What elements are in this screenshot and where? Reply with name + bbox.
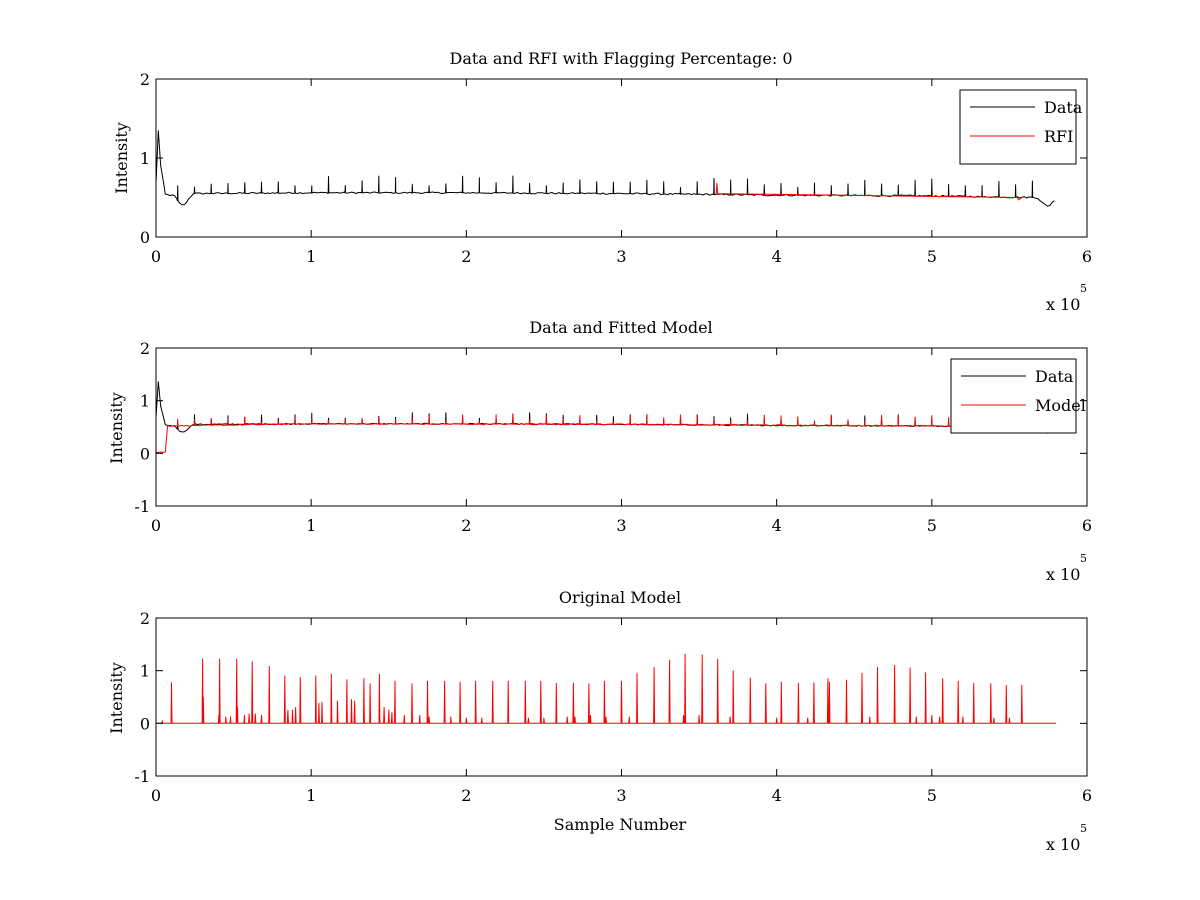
panel-1-xtick-label: 6 bbox=[1082, 247, 1092, 266]
panel-3-xtick-label: 2 bbox=[461, 786, 471, 805]
panel-3-ytick-label: 2 bbox=[140, 609, 150, 628]
panel-1-legend-box bbox=[959, 89, 1077, 165]
panel-2-ytick-label: 2 bbox=[140, 339, 150, 358]
panel-1-series-data bbox=[155, 130, 1055, 207]
panel-1-legend-label-data: Data bbox=[1044, 98, 1083, 117]
panel-2-xmultiplier: x 10 5 bbox=[1046, 552, 1087, 584]
panel-3-ytick-label: -1 bbox=[134, 767, 150, 786]
panel-1-xtick-label: 1 bbox=[306, 247, 316, 266]
panel-1-plot: 0 1 2 3 4 5 6 0 1 2 Data RFI bbox=[140, 70, 1092, 266]
panel-3-title: Original Model bbox=[559, 588, 681, 607]
panel-1-xtick-label: 4 bbox=[772, 247, 782, 266]
panel-2-legend-label-model: Model bbox=[1035, 396, 1086, 415]
panel-1-ytick-label: 0 bbox=[140, 228, 150, 247]
panel-3-xtick-label: 0 bbox=[151, 786, 161, 805]
panel-3-xtick-label: 5 bbox=[927, 786, 937, 805]
panel-3-ylabel: Intensity bbox=[107, 662, 126, 734]
panel-1-ytick-label: 1 bbox=[140, 149, 150, 168]
panel-1-xtick-label: 5 bbox=[927, 247, 937, 266]
panel-2-xtick-label: 4 bbox=[772, 516, 782, 535]
panel-1-legend-label-rfi: RFI bbox=[1044, 127, 1073, 146]
panel-3-xtick-label: 3 bbox=[616, 786, 626, 805]
panel-1-ytick-label: 2 bbox=[140, 70, 150, 89]
panel-2-xmultiplier-base: x 10 bbox=[1046, 565, 1080, 584]
panel-1-xtick-label: 0 bbox=[151, 247, 161, 266]
panel-2-legend: Data Model bbox=[950, 358, 1086, 434]
panel-2-legend-label-data: Data bbox=[1035, 367, 1074, 386]
panel-2-ytick-label: 1 bbox=[140, 392, 150, 411]
panel-2: Data and Fitted Model Intensity 0 1 2 3 4 5 6 -… bbox=[107, 318, 1092, 584]
panel-1-xmultiplier: x 10 5 bbox=[1046, 282, 1087, 314]
panel-3-xmultiplier: x 10 5 bbox=[1046, 822, 1087, 854]
panel-2-xtick-label: 2 bbox=[461, 516, 471, 535]
panel-2-xtick-label: 6 bbox=[1082, 516, 1092, 535]
panel-2-xtick-label: 0 bbox=[151, 516, 161, 535]
panel-1-xmultiplier-base: x 10 bbox=[1046, 295, 1080, 314]
panel-3-ytick-label: 0 bbox=[140, 714, 150, 733]
panel-3-xtick-label: 4 bbox=[772, 786, 782, 805]
panel-2-ytick-label: 0 bbox=[140, 444, 150, 463]
panel-2-ytick-label: -1 bbox=[134, 497, 150, 516]
panel-3-xtick-label: 6 bbox=[1082, 786, 1092, 805]
panel-1-legend: Data RFI bbox=[959, 89, 1083, 165]
panel-1: Data and RFI with Flagging Percentage: 0… bbox=[112, 49, 1092, 314]
panel-1-xtick-label: 3 bbox=[616, 247, 626, 266]
panel-2-xmultiplier-exponent: 5 bbox=[1080, 552, 1087, 565]
panel-2-xtick-label: 3 bbox=[616, 516, 626, 535]
panel-2-xtick-label: 1 bbox=[306, 516, 316, 535]
panel-3-ytick-label: 1 bbox=[140, 662, 150, 681]
panel-2-ylabel: Intensity bbox=[107, 392, 126, 464]
panel-1-xmultiplier-exponent: 5 bbox=[1080, 282, 1087, 295]
panel-3-xmultiplier-base: x 10 bbox=[1046, 835, 1080, 854]
panel-2-title: Data and Fitted Model bbox=[529, 318, 712, 337]
panel-3-xtick-label: 1 bbox=[306, 786, 316, 805]
panel-2-legend-box bbox=[950, 358, 1077, 434]
panel-1-series-rfi bbox=[715, 182, 1023, 201]
panel-1-xtick-label: 2 bbox=[461, 247, 471, 266]
panel-1-ylabel: Intensity bbox=[112, 122, 131, 194]
panel-3-xmultiplier-exponent: 5 bbox=[1080, 822, 1087, 835]
panel-3-series-model bbox=[156, 653, 1056, 724]
panel-2-series-model bbox=[156, 413, 1055, 453]
panel-2-xtick-label: 5 bbox=[927, 516, 937, 535]
panel-3-xlabel: Sample Number bbox=[554, 815, 687, 834]
panel-1-title: Data and RFI with Flagging Percentage: 0 bbox=[449, 49, 792, 68]
